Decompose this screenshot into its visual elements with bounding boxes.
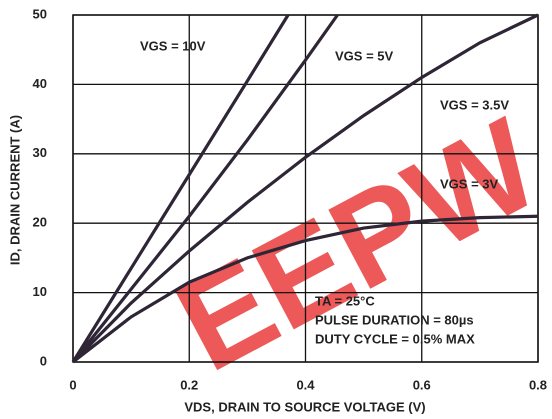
x-tick-label: 0.6	[413, 377, 431, 392]
series-label: VGS = 10V	[140, 38, 206, 53]
x-axis-label: VDS, DRAIN TO SOURCE VOLTAGE (V)	[184, 399, 425, 414]
series-line	[71, 13, 539, 364]
x-tick-label: 0	[69, 377, 76, 392]
series-label: VGS = 3.5V	[440, 97, 509, 112]
series-line	[72, 214, 539, 364]
x-tick-label: 0.8	[529, 377, 547, 392]
series-label: VGS = 5V	[335, 48, 393, 63]
x-tick-label: 0.4	[296, 377, 315, 392]
annotation: TA = 25°C	[315, 293, 375, 308]
series-line	[71, 14, 290, 363]
series-line	[71, 14, 339, 363]
series-label: VGS = 3V	[440, 176, 498, 191]
y-axis-label: ID, DRAIN CURRENT (A)	[7, 115, 22, 265]
x-tick-label: 0.2	[180, 377, 198, 392]
annotation: DUTY CYCLE = 0.5% MAX	[315, 331, 475, 346]
y-tick-label: 0	[40, 353, 47, 368]
y-tick-label: 20	[33, 215, 47, 230]
y-tick-label: 10	[33, 284, 47, 299]
y-tick-label: 50	[33, 6, 47, 21]
y-tick-label: 30	[33, 145, 47, 160]
annotation: PULSE DURATION = 80µs	[315, 312, 474, 327]
y-tick-label: 40	[33, 76, 47, 91]
